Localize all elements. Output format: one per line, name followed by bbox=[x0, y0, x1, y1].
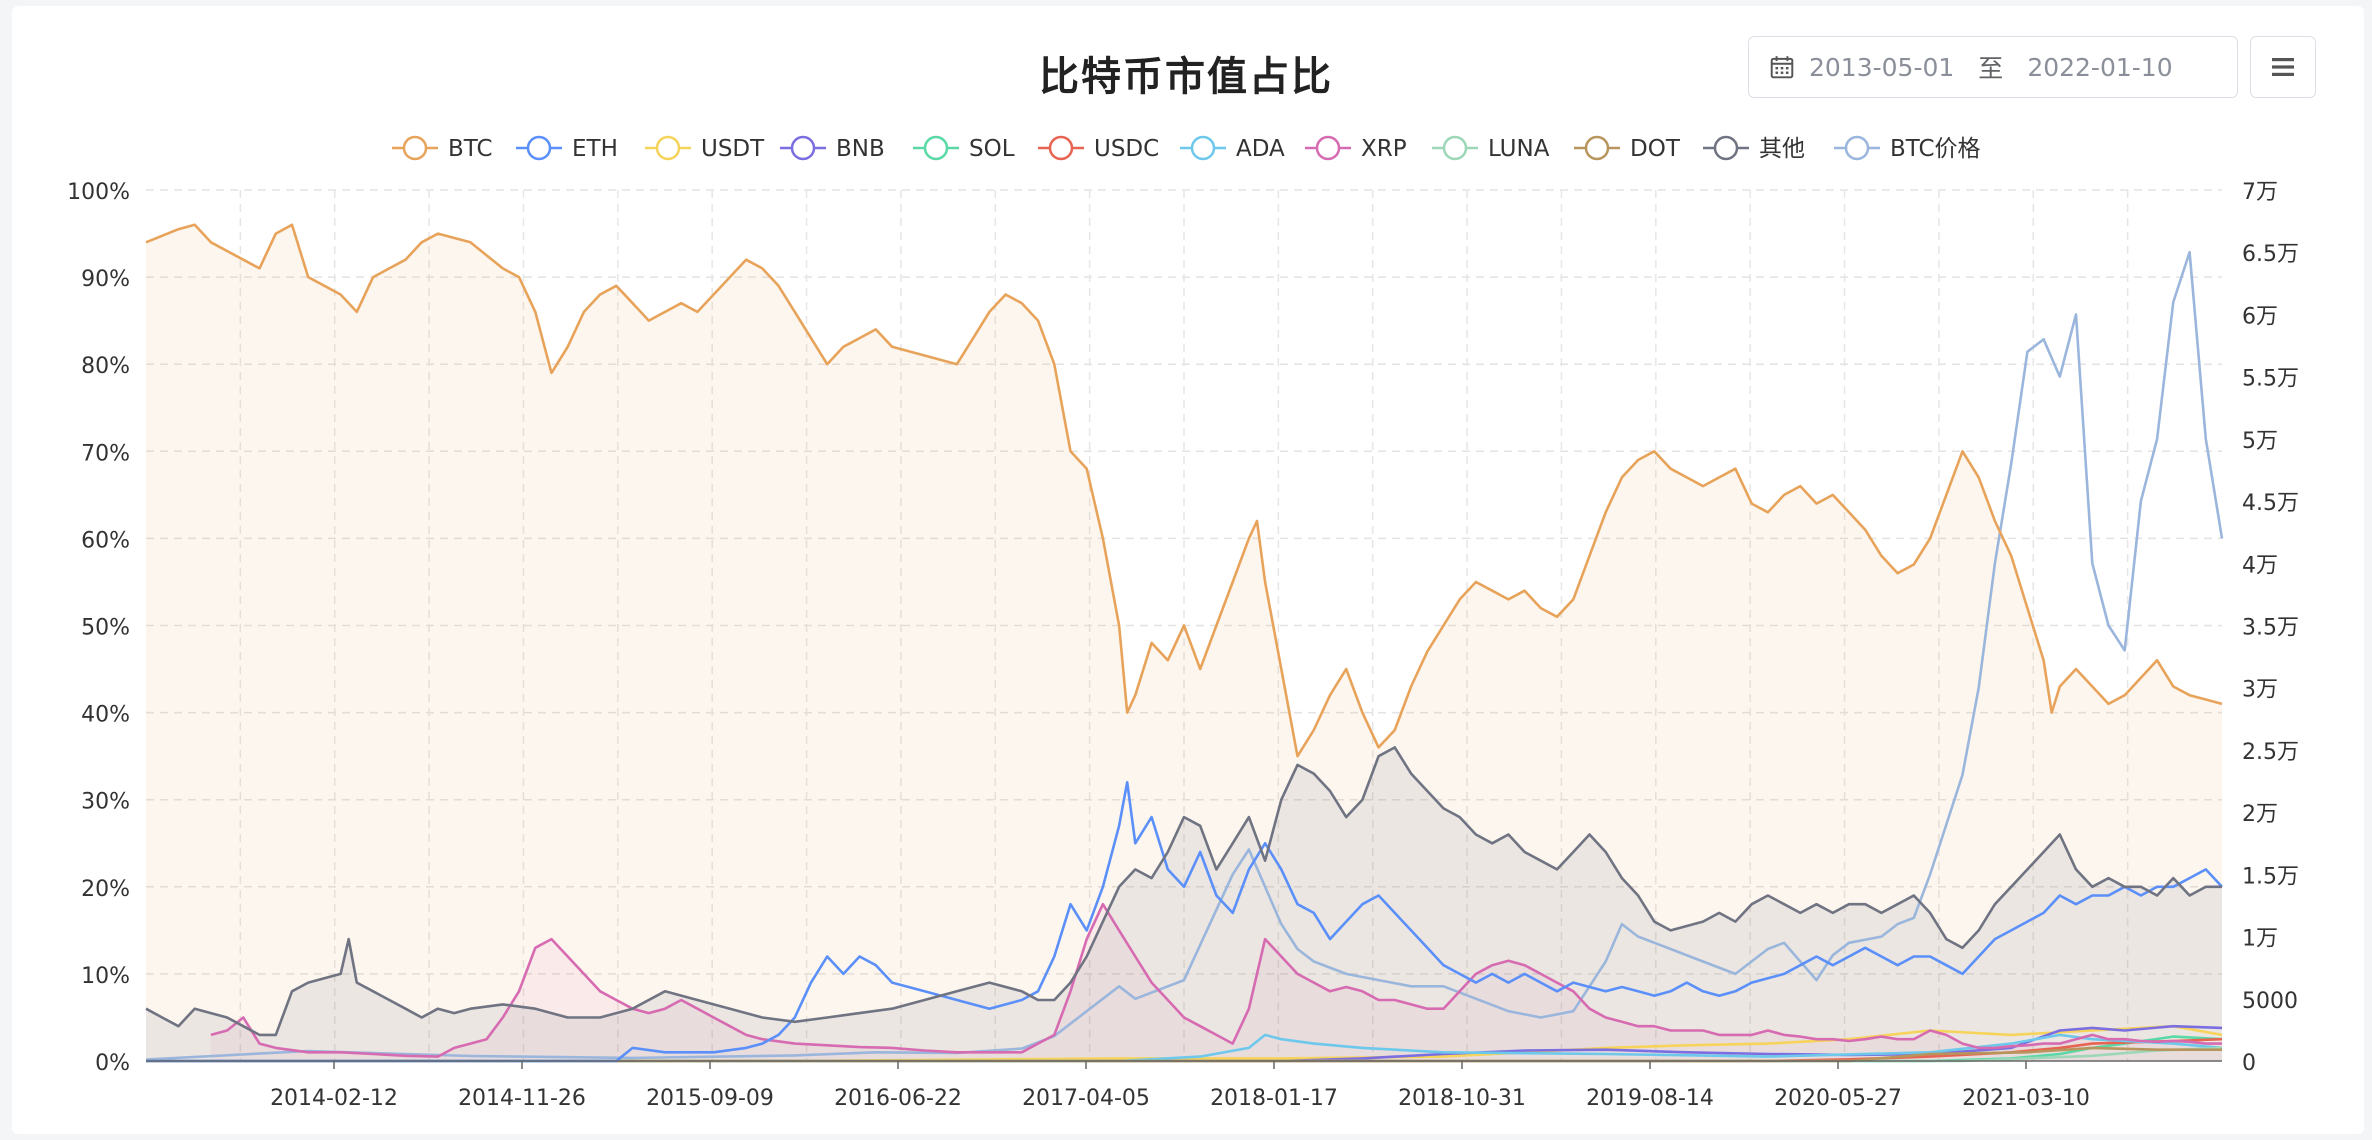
x-tick-label: 2018-10-31 bbox=[1398, 1086, 1526, 1111]
legend-item-2[interactable]: USDT bbox=[645, 135, 765, 162]
series-line-11 bbox=[145, 223, 2223, 758]
y-left-tick-label: 0% bbox=[95, 1051, 130, 1076]
y-left-tick-label: 90% bbox=[81, 267, 130, 292]
legend-swatch-marker bbox=[1584, 135, 1610, 161]
legend-label: BTC bbox=[448, 136, 493, 162]
y-right-tick-label: 6万 bbox=[2242, 304, 2278, 329]
end-date-input[interactable]: 2022-01-10 bbox=[2027, 52, 2173, 82]
series-line-5 bbox=[146, 1033, 2223, 1063]
hamburger-menu-icon bbox=[2272, 58, 2294, 76]
series-line-10 bbox=[145, 746, 2222, 1037]
legend-swatch-marker bbox=[1190, 135, 1216, 161]
legend-swatch-marker bbox=[655, 135, 681, 161]
y-left-tick-label: 50% bbox=[81, 616, 130, 641]
legend-item-0[interactable]: BTC bbox=[392, 135, 493, 162]
y-left-tick-label: 100% bbox=[67, 180, 130, 205]
y-right-tick-label: 5000 bbox=[2242, 989, 2298, 1014]
x-tick-label: 2015-09-09 bbox=[646, 1086, 774, 1111]
y-right-tick-label: 7万 bbox=[2242, 180, 2278, 205]
legend-item-10[interactable]: 其他 bbox=[1703, 135, 1805, 162]
x-tick-label: 2019-08-14 bbox=[1586, 1086, 1714, 1111]
legend-item-5[interactable]: USDC bbox=[1038, 135, 1159, 162]
y-left-tick-label: 60% bbox=[81, 528, 130, 553]
y-left-tick-label: 70% bbox=[81, 441, 130, 466]
series-area-btc bbox=[146, 224, 2222, 1062]
legend-swatch-marker bbox=[526, 135, 552, 161]
y-left-tick-label: 80% bbox=[81, 354, 130, 379]
legend-swatch-marker bbox=[1315, 135, 1341, 161]
x-tick-label: 2021-03-10 bbox=[1962, 1086, 2090, 1111]
x-tick-label: 2016-06-22 bbox=[834, 1086, 962, 1111]
legend-item-11[interactable]: BTC价格 bbox=[1834, 135, 1981, 162]
x-tick-label: 2018-01-17 bbox=[1210, 1086, 1338, 1111]
legend-swatch-marker bbox=[790, 135, 816, 161]
y-right-tick-label: 5万 bbox=[2242, 429, 2278, 454]
y-right-tick-label: 3万 bbox=[2242, 678, 2278, 703]
legend-label: 其他 bbox=[1759, 136, 1805, 162]
legend-item-6[interactable]: ADA bbox=[1180, 135, 1285, 162]
legend-swatch-marker bbox=[923, 135, 949, 161]
chart-legend: BTC ETH USDT BNB SOL USDC ADA XRP LUNA DOT 其他 BTC价格 bbox=[392, 135, 1981, 162]
series-line-0 bbox=[145, 250, 2224, 1061]
legend-swatch-marker bbox=[1442, 135, 1468, 161]
x-tick-label: 2020-05-27 bbox=[1774, 1086, 1902, 1111]
date-range-separator: 至 bbox=[1978, 54, 2004, 83]
chart-menu-button[interactable] bbox=[2250, 36, 2316, 98]
legend-label: USDC bbox=[1094, 136, 1159, 162]
legend-swatch-marker bbox=[1844, 135, 1870, 161]
legend-swatch-marker bbox=[1048, 135, 1074, 161]
x-tick-label: 2017-04-05 bbox=[1022, 1086, 1150, 1111]
legend-label: ETH bbox=[572, 136, 618, 162]
series-area-xrp bbox=[210, 904, 2222, 1061]
legend-item-7[interactable]: XRP bbox=[1305, 135, 1407, 162]
chart-title: 比特币市值占比 bbox=[1039, 54, 1333, 100]
legend-item-4[interactable]: SOL bbox=[913, 135, 1015, 162]
y-right-tick-label: 4万 bbox=[2242, 553, 2278, 578]
legend-item-3[interactable]: BNB bbox=[780, 135, 885, 162]
y-right-tick-label: 0 bbox=[2242, 1051, 2256, 1076]
chart-axes: 0% 10% 20% 30% 40% 50% 60% 70% 80% 90% 100% 0 5000 1万… bbox=[67, 180, 2299, 1111]
start-date-input[interactable]: 2013-05-01 bbox=[1809, 52, 1955, 82]
x-tick-label: 2014-02-12 bbox=[270, 1086, 398, 1111]
y-right-tick-label: 1.5万 bbox=[2242, 864, 2299, 889]
chart-card bbox=[12, 6, 2364, 1134]
y-left-tick-label: 20% bbox=[81, 877, 130, 902]
legend-label: ADA bbox=[1236, 136, 1285, 162]
y-right-tick-label: 4.5万 bbox=[2242, 491, 2299, 516]
y-right-tick-label: 6.5万 bbox=[2242, 242, 2299, 267]
y-left-tick-label: 30% bbox=[81, 790, 130, 815]
legend-label: LUNA bbox=[1488, 136, 1550, 162]
legend-label: DOT bbox=[1630, 136, 1681, 162]
legend-label: XRP bbox=[1361, 136, 1407, 162]
x-tick-label: 2014-11-26 bbox=[458, 1086, 586, 1111]
calendar-icon bbox=[1770, 56, 1794, 79]
y-right-tick-label: 1万 bbox=[2242, 927, 2278, 952]
y-right-tick-label: 2万 bbox=[2242, 802, 2278, 827]
legend-swatch-marker bbox=[1713, 135, 1739, 161]
series-area-other bbox=[146, 747, 2222, 1061]
y-right-tick-label: 2.5万 bbox=[2242, 740, 2299, 765]
legend-item-1[interactable]: ETH bbox=[516, 135, 618, 162]
y-right-tick-label: 5.5万 bbox=[2242, 367, 2299, 392]
legend-label: BNB bbox=[836, 136, 885, 162]
legend-label: BTC价格 bbox=[1890, 136, 1981, 162]
legend-label: USDT bbox=[701, 136, 765, 162]
date-range-picker[interactable]: 2013-05-01 至 2022-01-10 bbox=[1748, 36, 2238, 98]
legend-item-9[interactable]: DOT bbox=[1574, 135, 1681, 162]
legend-swatch-marker bbox=[402, 135, 428, 161]
y-right-tick-label: 3.5万 bbox=[2242, 616, 2299, 641]
series-line-7 bbox=[146, 1046, 2222, 1063]
series-line-8 bbox=[210, 902, 2222, 1058]
series-areas bbox=[146, 224, 2222, 1062]
legend-item-8[interactable]: LUNA bbox=[1432, 135, 1550, 162]
y-left-tick-label: 40% bbox=[81, 703, 130, 728]
legend-label: SOL bbox=[969, 136, 1015, 162]
y-left-tick-label: 10% bbox=[81, 964, 130, 989]
